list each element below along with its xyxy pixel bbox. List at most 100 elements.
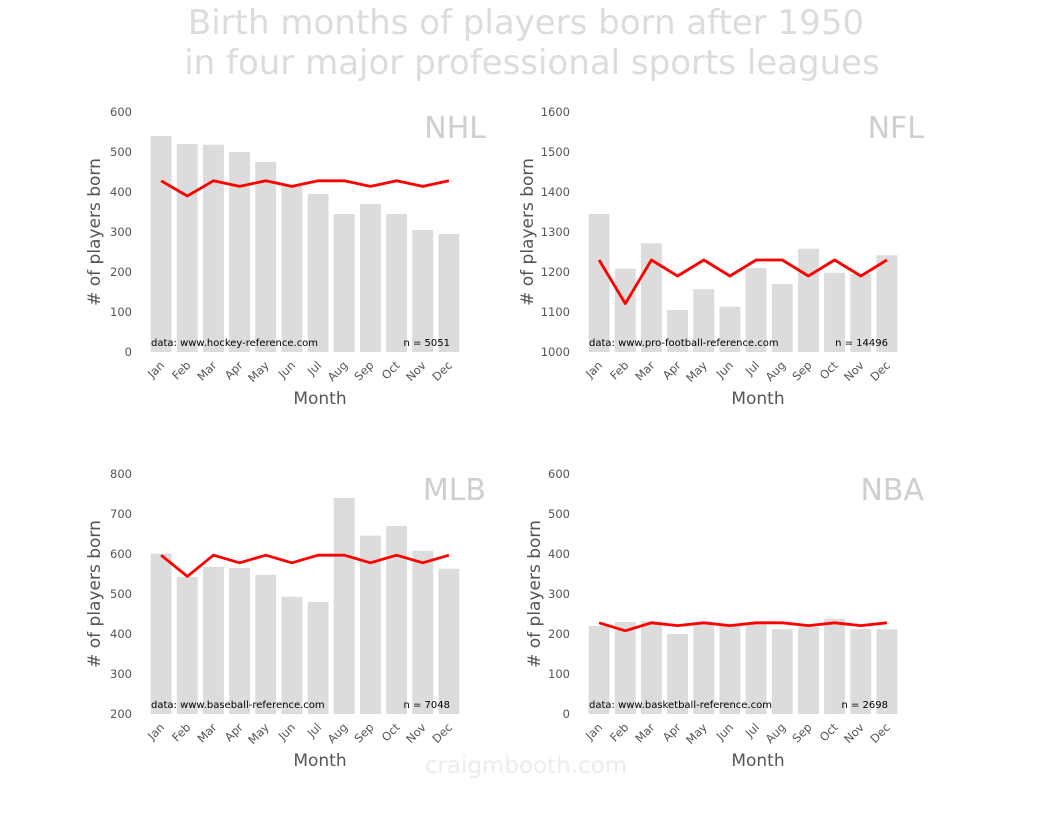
x-tick-label: Oct [817,720,841,744]
y-tick-label: 800 [110,467,132,481]
bar-mlb-mar [202,566,224,714]
bar-mlb-sep [359,535,381,714]
y-tick-label: 300 [110,667,132,681]
y-tick-label: 1200 [541,265,570,279]
data-source-note: data: www.baseball-reference.com [151,700,325,711]
y-tick-label: 1500 [541,145,570,159]
bar-mlb-may [255,574,277,714]
x-tick-label: Apr [222,720,246,744]
x-tick-label: Dec [867,720,893,746]
x-tick-label: May [245,720,272,747]
bar-nba-aug [771,629,793,714]
bar-nba-oct [824,618,846,714]
x-tick-label: Jul [742,720,762,740]
x-axis-label: Month [731,751,784,771]
bar-mlb-jan [150,553,172,714]
x-tick-label: Mar [632,358,657,383]
x-tick-label: Jan [144,358,167,381]
league-label-nfl: NFL [868,111,925,146]
expected-line-nfl [597,258,888,306]
bar-nfl-apr [667,310,689,352]
y-tick-label: 1600 [541,105,570,119]
bar-nba-jun [719,625,741,714]
chart-panel-nba: 0 100 200 300 400 500 600 Jan Feb Mar Apr May Jun Jul… [525,467,924,771]
league-label-nba: NBA [860,473,924,508]
watermark: craigmbooth.com [425,753,627,779]
x-tick-label: Oct [817,358,841,382]
bar-nhl-jul [307,194,329,352]
y-axis-label: # of players born [85,520,105,668]
y-tick-label: 100 [548,667,570,681]
x-tick-label: Mar [632,720,657,745]
bar-nhl-jun [281,186,303,352]
bar-nba-dec [876,629,898,714]
y-axis-label: # of players born [525,520,545,668]
y-tick-label: 1100 [541,305,570,319]
bar-mlb-oct [386,526,408,714]
bar-nhl-sep [359,204,381,352]
data-source-note: data: www.hockey-reference.com [151,338,318,349]
bar-nfl-jan [588,214,610,352]
y-tick-label: 500 [548,507,570,521]
bar-nfl-jul [745,268,767,352]
x-tick-label: Feb [607,358,631,382]
sample-size-note: n = 14496 [835,338,888,349]
bar-nhl-oct [386,214,408,352]
x-tick-label: Nov [403,720,429,746]
bar-mlb-dec [438,568,460,714]
chart-panel-nhl: 0 100 200 300 400 500 600 Jan Feb Mar Apr May Jun Jul… [85,105,486,409]
x-tick-label: Jul [742,358,762,378]
x-tick-label: Aug [325,720,351,746]
x-axis-label: Month [293,389,346,409]
bar-nfl-aug [771,284,793,352]
x-tick-label: Aug [325,358,351,384]
x-tick-label: May [683,720,710,747]
bar-nhl-mar [202,144,224,352]
x-tick-label: Jan [582,358,605,381]
bar-nba-nov [850,629,872,714]
league-label-mlb: MLB [423,473,486,508]
x-tick-label: Jun [713,358,736,381]
y-axis-label: # of players born [518,158,538,306]
x-tick-label: Feb [169,358,193,382]
league-label-nhl: NHL [424,111,486,146]
x-tick-label: May [683,358,710,385]
bar-nfl-oct [824,272,846,352]
bar-nfl-dec [876,255,898,352]
y-tick-label: 400 [110,185,132,199]
sample-size-note: n = 5051 [403,338,450,349]
y-tick-label: 200 [110,707,132,721]
y-tick-label: 0 [125,345,132,359]
x-tick-label: Aug [763,358,789,384]
x-axis-label: Month [293,751,346,771]
bar-nfl-may [693,289,715,352]
y-tick-label: 500 [110,145,132,159]
bar-mlb-nov [412,550,434,714]
y-tick-label: 300 [110,225,132,239]
x-tick-label: Dec [867,358,893,384]
bar-nhl-nov [412,230,434,352]
y-tick-label: 600 [110,547,132,561]
bar-nfl-jun [719,306,741,352]
figure-title-line-1: Birth months of players born after 1950 [188,3,864,43]
x-tick-label: Apr [222,358,246,382]
y-tick-label: 400 [110,627,132,641]
bar-mlb-feb [176,576,198,714]
bar-mlb-apr [229,568,251,714]
y-axis-label: # of players born [85,158,105,306]
bar-mlb-jun [281,596,303,714]
bar-nba-apr [667,634,689,714]
x-tick-label: Feb [607,720,631,744]
y-tick-label: 600 [548,467,570,481]
x-tick-label: Jun [713,720,736,743]
x-tick-label: Mar [194,720,219,745]
bar-nba-jan [588,626,610,714]
x-tick-label: Mar [194,358,219,383]
x-tick-label: Aug [763,720,789,746]
y-tick-label: 200 [548,627,570,641]
bar-nhl-jan [150,136,172,352]
bar-nhl-dec [438,234,460,352]
x-tick-label: Nov [403,358,429,384]
